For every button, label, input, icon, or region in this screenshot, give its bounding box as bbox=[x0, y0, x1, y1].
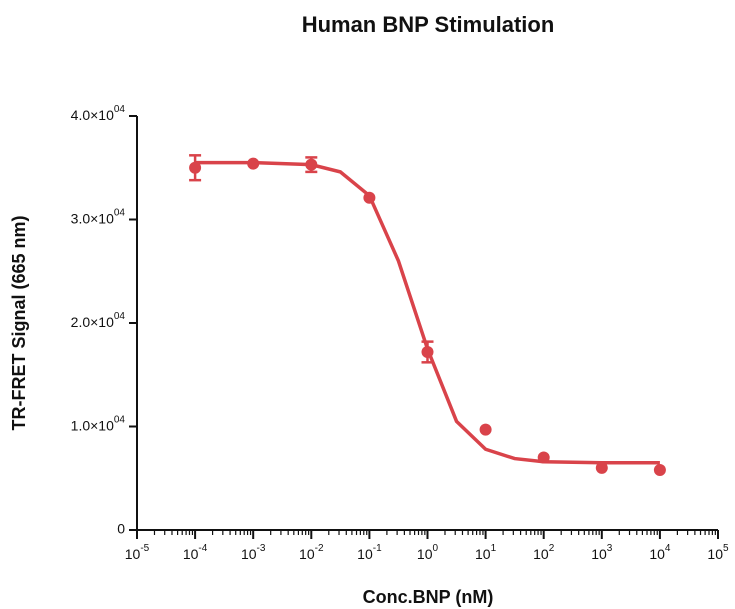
x-tick-label: 104 bbox=[649, 543, 671, 562]
data-point bbox=[537, 451, 550, 464]
x-tick-label: 101 bbox=[475, 543, 497, 562]
x-tick-label: 100 bbox=[417, 543, 439, 562]
y-tick-label-exponent: 04 bbox=[114, 207, 126, 218]
y-tick-label-base: 3.0×10 bbox=[71, 210, 114, 226]
data-point bbox=[189, 161, 202, 174]
x-tick-label: 10-4 bbox=[183, 543, 208, 562]
data-point bbox=[653, 463, 666, 476]
x-tick-label-exponent: 4 bbox=[665, 543, 671, 554]
data-point bbox=[305, 158, 318, 171]
x-tick-label-base: 10 bbox=[475, 546, 491, 562]
x-tick-label-base: 10 bbox=[299, 546, 315, 562]
x-tick-label-exponent: 1 bbox=[491, 543, 497, 554]
x-axis-title: Conc.BNP (nM) bbox=[363, 587, 494, 607]
data-point bbox=[363, 191, 376, 204]
y-tick-label-exponent: 04 bbox=[114, 414, 126, 425]
y-tick-label-base: 2.0×10 bbox=[71, 314, 114, 330]
x-tick-label-exponent: 0 bbox=[433, 543, 439, 554]
x-tick-label-base: 10 bbox=[591, 546, 607, 562]
y-tick-label: 4.0×1004 bbox=[71, 104, 126, 123]
x-tick-label-base: 10 bbox=[125, 546, 141, 562]
y-tick-label: 0 bbox=[117, 521, 125, 537]
data-point bbox=[421, 345, 434, 358]
x-tick-label-exponent: -5 bbox=[140, 543, 149, 554]
y-axis-title: TR-FRET Signal (665 nm) bbox=[9, 215, 29, 430]
x-tick-label-exponent: 5 bbox=[723, 543, 729, 554]
x-tick-label-exponent: -1 bbox=[373, 543, 382, 554]
x-tick-label: 105 bbox=[707, 543, 729, 562]
y-tick-label-base: 1.0×10 bbox=[71, 417, 114, 433]
x-tick-label-base: 10 bbox=[417, 546, 433, 562]
x-tick-label-base: 10 bbox=[241, 546, 257, 562]
x-tick-label: 102 bbox=[533, 543, 555, 562]
x-tick-label-base: 10 bbox=[533, 546, 549, 562]
fit-curve bbox=[195, 160, 660, 465]
data-point bbox=[479, 423, 492, 436]
data-point bbox=[595, 461, 608, 474]
x-tick-label-exponent: -3 bbox=[257, 543, 266, 554]
x-tick-label: 10-1 bbox=[357, 543, 382, 562]
x-tick-label: 103 bbox=[591, 543, 613, 562]
x-tick-label: 10-3 bbox=[241, 543, 266, 562]
x-tick-label: 10-5 bbox=[125, 543, 150, 562]
y-tick-label-base: 4.0×10 bbox=[71, 107, 114, 123]
x-tick-label-exponent: -2 bbox=[315, 543, 324, 554]
y-tick-label: 1.0×1004 bbox=[71, 414, 126, 433]
y-tick-label-exponent: 04 bbox=[114, 104, 126, 115]
x-tick-label-exponent: 3 bbox=[607, 543, 613, 554]
y-tick-label-exponent: 04 bbox=[114, 311, 126, 322]
chart-title: Human BNP Stimulation bbox=[302, 12, 555, 37]
x-tick-label-base: 10 bbox=[707, 546, 723, 562]
x-tick-label-base: 10 bbox=[357, 546, 373, 562]
x-tick-label-base: 10 bbox=[183, 546, 199, 562]
x-tick-label: 10-2 bbox=[299, 543, 324, 562]
y-tick-label: 2.0×1004 bbox=[71, 311, 126, 330]
x-tick-label-exponent: -4 bbox=[198, 543, 207, 554]
data-point bbox=[247, 157, 260, 170]
y-tick-label: 3.0×1004 bbox=[71, 207, 126, 226]
x-tick-label-base: 10 bbox=[649, 546, 665, 562]
x-tick-label-exponent: 2 bbox=[549, 543, 555, 554]
